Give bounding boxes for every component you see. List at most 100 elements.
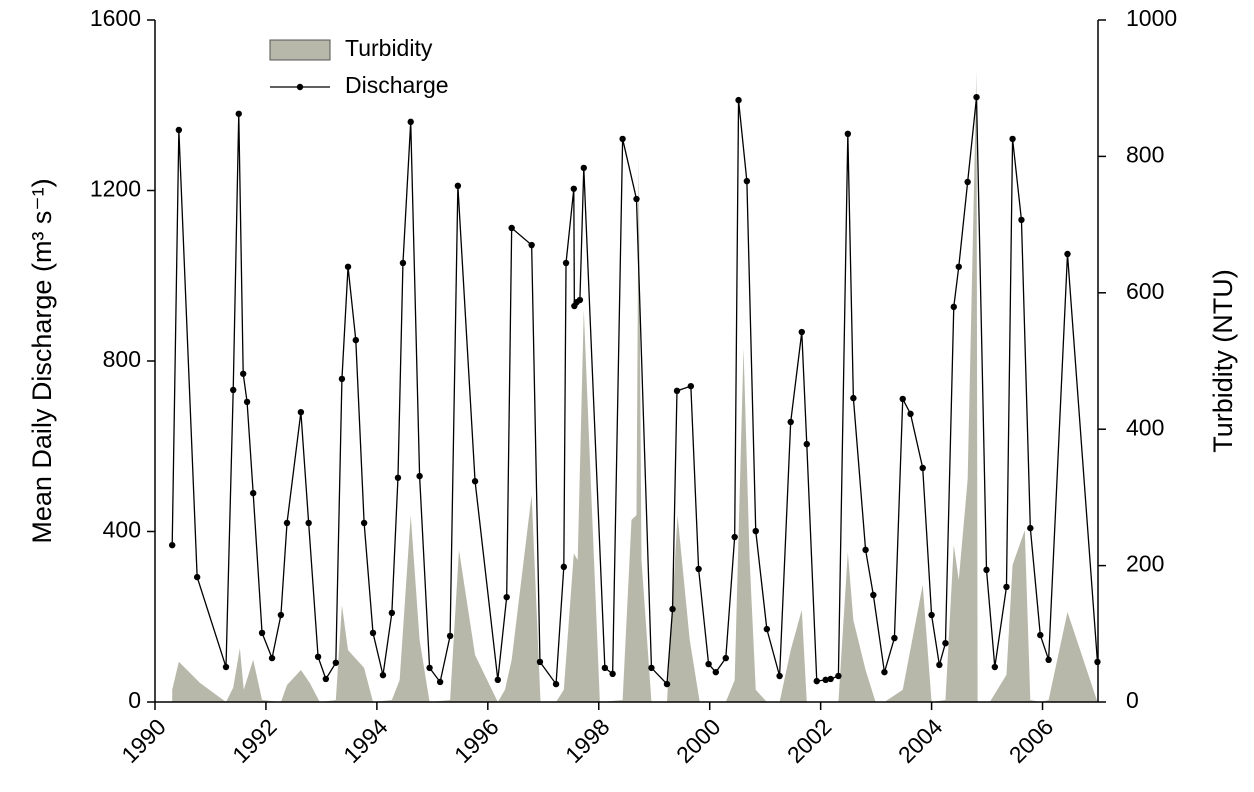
y2-axis-title: Turbidity (NTU): [1208, 269, 1238, 453]
discharge-point: [803, 440, 810, 448]
legend-swatch: [269, 39, 331, 61]
discharge-point: [601, 664, 609, 672]
x-tick-label: 1990: [116, 713, 171, 768]
discharge-point: [973, 93, 980, 101]
discharge-point: [528, 241, 535, 249]
discharge-point: [633, 195, 640, 203]
discharge-point: [1027, 524, 1034, 532]
discharge-point: [1045, 656, 1052, 664]
discharge-point: [695, 565, 702, 573]
discharge-point: [283, 519, 291, 527]
discharge-point: [955, 263, 962, 270]
discharge-point: [928, 611, 935, 619]
discharge-point: [494, 676, 502, 684]
y2-tick-label: 1000: [1126, 5, 1177, 31]
discharge-point: [950, 303, 957, 311]
discharge-point: [562, 259, 570, 267]
discharge-point: [870, 591, 877, 599]
discharge-point: [369, 629, 377, 637]
discharge-point: [332, 659, 340, 666]
discharge-point: [936, 661, 943, 669]
discharge-point: [175, 126, 183, 134]
discharge-point: [168, 541, 176, 549]
discharge-point: [446, 632, 454, 640]
discharge-point: [258, 629, 266, 637]
discharge-point: [305, 519, 312, 527]
discharge-point: [1064, 250, 1071, 258]
discharge-point: [338, 375, 346, 383]
discharge-point: [1003, 583, 1010, 591]
discharge-point: [964, 178, 971, 186]
discharge-point: [712, 668, 720, 676]
discharge-point: [942, 639, 949, 647]
discharge-point: [314, 653, 322, 661]
discharge-point: [277, 611, 285, 619]
x-tick-label: 2004: [893, 713, 948, 768]
discharge-point: [663, 680, 671, 688]
discharge-point: [570, 185, 578, 192]
discharge-point: [416, 472, 423, 480]
x-tick-label: 1994: [338, 713, 393, 768]
y2-tick-label: 800: [1126, 141, 1164, 167]
discharge-point: [743, 177, 751, 185]
discharge-point: [648, 664, 655, 672]
discharge-point: [536, 658, 544, 666]
y-axis-title: Mean Daily Discharge (m³ s⁻¹): [27, 178, 57, 543]
discharge-point: [722, 654, 729, 662]
discharge-point: [673, 387, 681, 395]
discharge-point: [919, 464, 926, 472]
discharge-point: [379, 671, 387, 679]
discharge-point: [735, 96, 742, 104]
discharge-point: [503, 593, 510, 601]
discharge-point: [235, 110, 242, 117]
discharge-point: [322, 675, 330, 683]
discharge-point: [763, 625, 771, 633]
discharge-point: [239, 370, 247, 377]
discharge-point: [609, 670, 616, 678]
discharge-point: [881, 668, 888, 676]
discharge-point: [580, 164, 587, 172]
discharge-point: [360, 519, 368, 527]
discharge-point: [776, 672, 783, 680]
discharge-point: [560, 563, 568, 571]
y-tick-label: 1200: [90, 176, 141, 202]
discharge-point: [835, 672, 842, 680]
discharge-point: [891, 634, 898, 642]
discharge-point: [394, 474, 402, 481]
y2-tick-label: 400: [1126, 414, 1164, 440]
discharge-point: [619, 135, 626, 143]
discharge-point: [508, 224, 515, 232]
discharge-point: [983, 566, 990, 574]
discharge-point: [991, 663, 999, 671]
x-tick-label: 2000: [671, 713, 726, 768]
discharge-point: [687, 382, 695, 390]
discharge-point: [471, 478, 479, 485]
discharge-point: [1018, 216, 1025, 224]
discharge-point: [576, 296, 584, 304]
discharge-point: [669, 605, 676, 613]
discharge-point: [552, 680, 560, 688]
x-tick-label: 1996: [449, 713, 504, 768]
discharge-point: [822, 676, 829, 684]
y2-tick-label: 200: [1126, 551, 1164, 577]
legend-label: Discharge: [345, 72, 449, 98]
discharge-point: [436, 678, 444, 686]
y-tick-label: 400: [103, 517, 141, 543]
discharge-point: [268, 654, 276, 662]
x-tick-label: 2006: [1004, 713, 1059, 768]
discharge-point: [813, 677, 820, 685]
x-tick-label: 1992: [227, 713, 282, 768]
discharge-point: [798, 328, 805, 336]
discharge-point: [230, 386, 237, 394]
discharge-point: [862, 546, 869, 554]
discharge-point: [1037, 631, 1044, 639]
discharge-point: [399, 259, 407, 267]
discharge-point: [454, 182, 462, 190]
turbidity-area: [172, 69, 1098, 702]
y-tick-label: 1600: [90, 5, 141, 31]
discharge-point: [899, 395, 906, 403]
discharge-point: [249, 489, 257, 497]
y-tick-label: 800: [103, 346, 141, 372]
discharge-point: [297, 408, 305, 416]
discharge-point: [1009, 135, 1016, 143]
